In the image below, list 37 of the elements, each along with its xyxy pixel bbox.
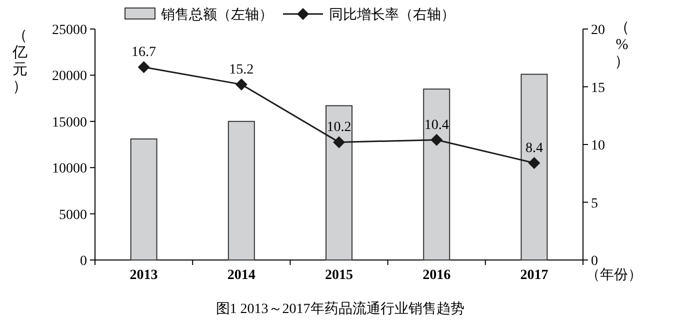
bar xyxy=(520,74,548,260)
y-tick-label: 5000 xyxy=(59,208,87,223)
x-tick-label: 2015 xyxy=(325,268,353,283)
y2-tick-label: 15 xyxy=(591,80,605,96)
data-label: 15.2 xyxy=(229,62,254,78)
x-axis-title: （年份） xyxy=(586,267,642,283)
point xyxy=(235,78,248,90)
bar xyxy=(326,105,352,260)
y-tick-label: 25000 xyxy=(52,23,87,38)
point xyxy=(333,136,345,148)
y2-axis-title: （%） xyxy=(614,20,630,70)
y-tick-label: 20000 xyxy=(52,69,87,84)
bar xyxy=(423,88,450,260)
y-axis-title: （亿元） xyxy=(12,28,28,95)
y2-tick-label: 5 xyxy=(591,196,598,212)
x-tick-label: 2013 xyxy=(130,268,158,283)
y-tick-label: 10000 xyxy=(52,162,87,177)
bar xyxy=(228,120,255,260)
x-tick-label: 2017 xyxy=(520,268,548,283)
y2-tick-label: 0 xyxy=(591,254,598,269)
data-label: 10.4 xyxy=(424,118,449,133)
data-label: 8.4 xyxy=(525,140,543,156)
x-tick-label: 2016 xyxy=(422,268,451,283)
text: 图1 2013～2017年药品流通行业销售趋势 xyxy=(216,301,464,317)
data-label: 10.2 xyxy=(326,120,352,136)
point xyxy=(430,134,443,146)
bar xyxy=(130,138,158,260)
legend-label: 同比增长率（右轴） xyxy=(329,7,455,23)
point xyxy=(138,61,150,74)
legend-label: 销售总额（左轴） xyxy=(160,7,273,23)
y2-tick-label: 20 xyxy=(591,23,605,38)
data-label: 16.7 xyxy=(132,45,156,60)
y2-tick-label: 10 xyxy=(591,138,605,154)
y-tick-label: 0 xyxy=(80,254,87,269)
y-tick-label: 15000 xyxy=(52,115,87,130)
x-tick-label: 2014 xyxy=(227,268,256,283)
point xyxy=(528,156,540,169)
